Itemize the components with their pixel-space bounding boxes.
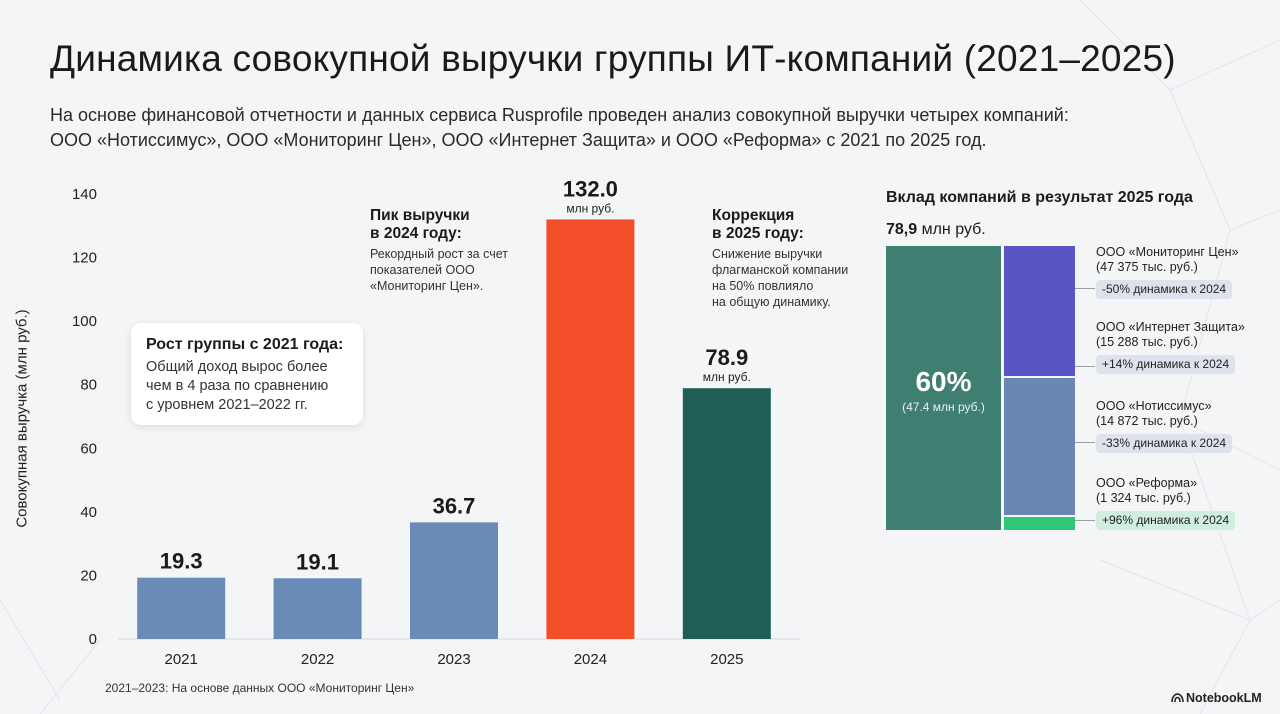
- bar-value-label: 19.1: [296, 549, 339, 574]
- peak-body-line: «Мониторинг Цен».: [370, 279, 484, 293]
- legend-company-value: (15 288 тыс. руб.): [1096, 335, 1198, 349]
- change-badge: +14% динамика к 2024: [1096, 355, 1236, 374]
- change-badge: +96% динамика к 2024: [1096, 511, 1236, 530]
- peak-body-line: Рекордный рост за счет: [370, 247, 508, 261]
- growth-callout-body: Общий доход вырос более чем в 4 раза по …: [146, 358, 328, 415]
- legend-company-value: (14 872 тыс. руб.): [1096, 414, 1198, 428]
- legend-company-name: ООО «Мониторинг Цен»: [1096, 245, 1239, 259]
- main-share-segment: 60% (47.4 млн руб.): [886, 246, 1001, 530]
- main-share-amount: (47.4 млн руб.): [902, 400, 985, 414]
- segment-reforma: [1004, 517, 1075, 530]
- bar-2024: [546, 219, 635, 639]
- legend-company-name: ООО «Реформа»: [1096, 476, 1198, 490]
- segment-internet-zashchita-notissimus: [1004, 378, 1075, 515]
- x-tick-label: 2022: [301, 651, 334, 668]
- bar-value-label: 132.0: [563, 176, 618, 201]
- y-tick-label: 120: [72, 250, 97, 267]
- contribution-total-unit: млн руб.: [921, 221, 986, 238]
- y-tick-label: 100: [72, 313, 97, 330]
- peak-body-line: показателей ООО: [370, 263, 475, 277]
- legend-company-name: ООО «Интернет Защита»: [1096, 320, 1245, 334]
- y-tick-label: 140: [72, 186, 97, 203]
- peak-heading-line: в 2024 году:: [370, 225, 462, 242]
- bar-unit-label: млн руб.: [703, 370, 751, 384]
- contribution-total-value: 78,9: [886, 221, 918, 238]
- main-share-percent: 60%: [915, 366, 972, 397]
- page-subtitle: На основе финансовой отчетности и данных…: [50, 103, 1170, 153]
- correction-body-line: Снижение выручки: [712, 247, 823, 261]
- legend-item-monitoring-cen: ООО «Мониторинг Цен» (47 375 тыс. руб.) …: [1096, 245, 1238, 299]
- page-title: Динамика совокупной выручки группы ИТ-ко…: [50, 38, 1176, 79]
- growth-callout-line: чем в 4 раза по сравнению: [146, 378, 329, 394]
- leader-line: [1075, 442, 1095, 443]
- legend-company-value: (1 324 тыс. руб.): [1096, 491, 1191, 505]
- growth-callout-heading: Рост группы с 2021 года:: [146, 336, 344, 353]
- legend-item-notissimus: ООО «Нотиссимус» (14 872 тыс. руб.) -33%…: [1096, 399, 1233, 453]
- notebooklm-logo-icon: [1171, 693, 1184, 703]
- correction-body-line: на общую динамику.: [712, 295, 831, 309]
- correction-body-line: флагманской компании: [712, 263, 849, 277]
- x-tick-label: 2021: [165, 651, 198, 668]
- leader-line: [1075, 366, 1095, 367]
- growth-callout-line: Общий доход вырос более: [146, 359, 328, 375]
- subtitle-line-2: ООО «Нотиссимус», ООО «Мониторинг Цен», …: [50, 130, 987, 150]
- bar-2021: [137, 577, 226, 639]
- legend-company-name: ООО «Нотиссимус»: [1096, 399, 1212, 413]
- peak-heading-line: Пик выручки: [370, 207, 470, 224]
- y-axis-label: Совокупная выручка (млн руб.): [13, 309, 31, 528]
- correction-heading-line: в 2025 году:: [712, 225, 804, 242]
- bar-2023: [410, 522, 498, 639]
- bar-2022: [273, 578, 362, 639]
- change-badge: -33% динамика к 2024: [1096, 434, 1233, 453]
- x-tick-label: 2024: [574, 651, 607, 668]
- bar-unit-label: млн руб.: [566, 201, 614, 215]
- subtitle-line-1: На основе финансовой отчетности и данных…: [50, 105, 1069, 125]
- y-tick-label: 80: [80, 377, 97, 394]
- growth-callout-line: с уровнем 2021–2022 гг.: [146, 397, 308, 413]
- contribution-title: Вклад компаний в результат 2025 года: [886, 189, 1193, 206]
- contribution-total: 78,9 млн руб.: [886, 221, 986, 239]
- bar-value-label: 36.7: [433, 493, 476, 518]
- bar-value-label: 19.3: [160, 549, 203, 574]
- leader-line: [1075, 288, 1095, 289]
- x-tick-label: 2023: [437, 651, 470, 668]
- correction-body-line: на 50% повлияло: [712, 279, 814, 293]
- bar-2025: [682, 388, 771, 639]
- brand-name: NotebookLM: [1186, 691, 1262, 705]
- change-badge: -50% динамика к 2024: [1096, 280, 1233, 299]
- y-tick-label: 40: [80, 504, 97, 521]
- correction-annotation-heading: Коррекция в 2025 году:: [712, 207, 848, 243]
- y-tick-label: 60: [80, 440, 97, 457]
- growth-callout: Рост группы с 2021 года: Общий доход выр…: [131, 323, 363, 425]
- correction-annotation: Коррекция в 2025 году: Снижение выручки …: [712, 207, 848, 310]
- segment-monitoring-cen: [1004, 246, 1075, 376]
- contribution-stacked-bar: 60% (47.4 млн руб.): [886, 246, 1075, 530]
- legend-item-internet-zashchita: ООО «Интернет Защита» (15 288 тыс. руб.)…: [1096, 320, 1245, 374]
- bar-value-label: 78.9: [705, 345, 748, 370]
- legend-item-reforma: ООО «Реформа» (1 324 тыс. руб.) +96% дин…: [1096, 476, 1236, 530]
- peak-annotation-heading: Пик выручки в 2024 году:: [370, 207, 508, 243]
- leader-line: [1075, 520, 1095, 521]
- correction-heading-line: Коррекция: [712, 207, 795, 224]
- legend-company-value: (47 375 тыс. руб.): [1096, 260, 1198, 274]
- y-tick-label: 20: [80, 567, 97, 584]
- footnote: 2021–2023: На основе данных ООО «Монитор…: [105, 681, 415, 695]
- peak-annotation: Пик выручки в 2024 году: Рекордный рост …: [370, 207, 508, 294]
- x-tick-label: 2025: [710, 651, 743, 668]
- y-tick-label: 0: [89, 631, 97, 648]
